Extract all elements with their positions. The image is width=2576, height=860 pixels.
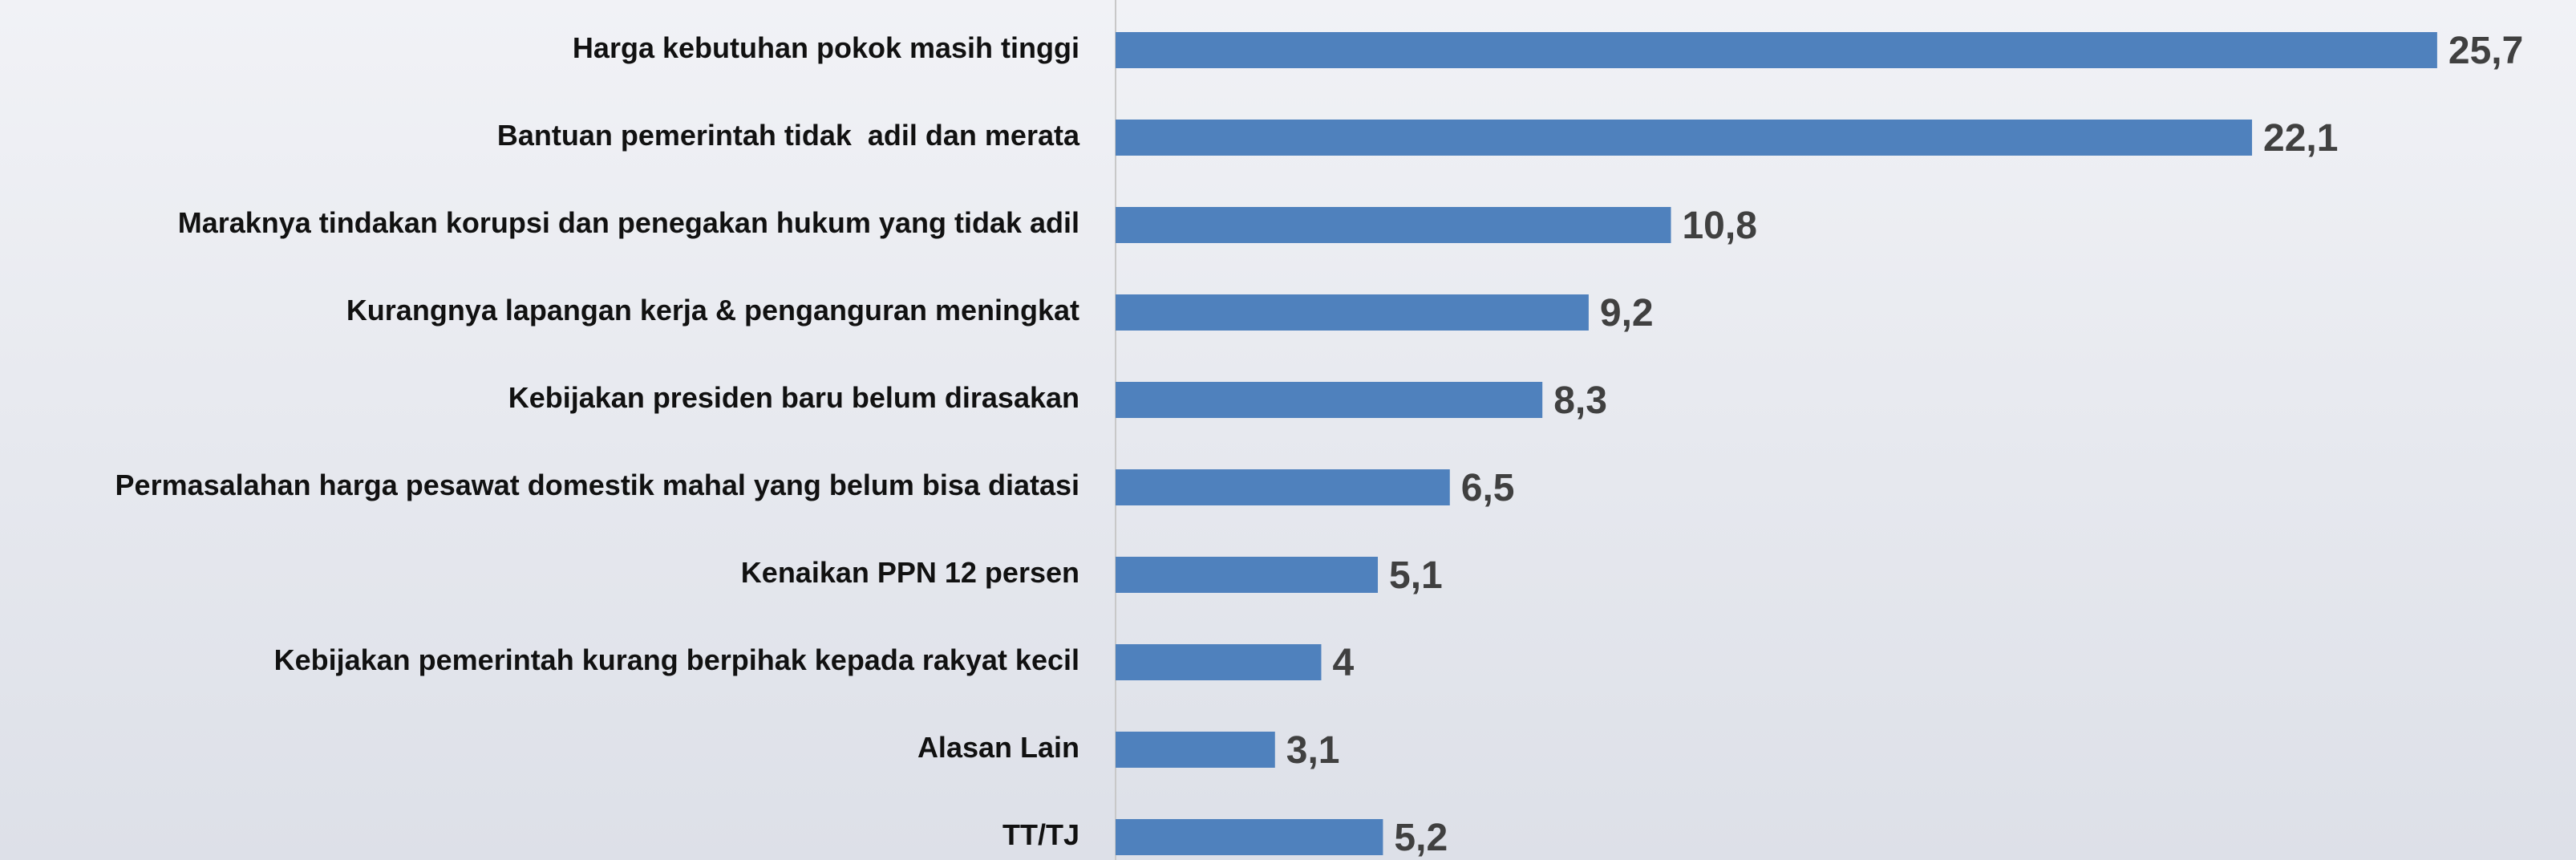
value-label: 6,5 xyxy=(1461,467,1515,509)
bar xyxy=(1116,32,2437,68)
category-label: Kenaikan PPN 12 persen xyxy=(741,556,1079,589)
bar xyxy=(1116,207,1671,243)
bar xyxy=(1116,819,1383,855)
bar xyxy=(1116,294,1589,331)
chart: Harga kebutuhan pokok masih tinggi 25,7 Ba… xyxy=(0,0,2576,860)
category-label: Kebijakan presiden baru belum dirasakan xyxy=(508,381,1079,414)
bar xyxy=(1116,469,1450,505)
category-label: Harga kebutuhan pokok masih tinggi xyxy=(573,31,1079,64)
category-label: Bantuan pemerintah tidak adil dan merata xyxy=(497,119,1080,152)
category-label: Permasalahan harga pesawat domestik maha… xyxy=(115,469,1079,501)
category-label: Kebijakan pemerintah kurang berpihak kep… xyxy=(274,643,1079,676)
bar xyxy=(1116,732,1275,768)
value-label: 25,7 xyxy=(2448,30,2523,72)
value-label: 22,1 xyxy=(2263,117,2338,160)
category-label: Alasan Lain xyxy=(917,731,1079,764)
value-label: 10,8 xyxy=(1682,205,1756,247)
value-label: 3,1 xyxy=(1286,729,1340,772)
value-label: 5,1 xyxy=(1389,554,1443,597)
category-label: Kurangnya lapangan kerja & penganguran m… xyxy=(346,294,1079,327)
bar xyxy=(1116,644,1321,680)
category-label: TT/TJ xyxy=(1002,818,1079,851)
value-label: 5,2 xyxy=(1394,817,1448,859)
category-label: Maraknya tindakan korupsi dan penegakan … xyxy=(178,206,1079,239)
value-label: 4 xyxy=(1332,642,1354,684)
value-label: 8,3 xyxy=(1553,379,1607,422)
bar xyxy=(1116,382,1542,418)
value-label: 9,2 xyxy=(1600,292,1654,335)
bar xyxy=(1116,557,1378,593)
bar xyxy=(1116,120,2252,156)
